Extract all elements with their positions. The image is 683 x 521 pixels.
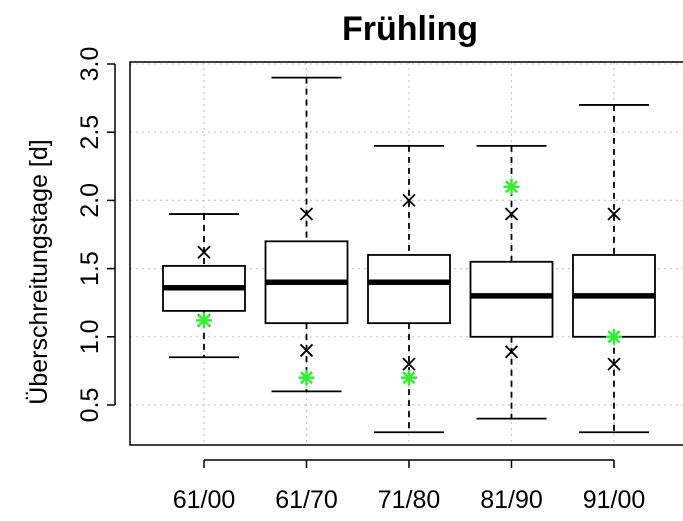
x-marker	[197, 245, 211, 259]
star-marker	[606, 328, 622, 345]
y-tick-label: 0.5	[76, 388, 104, 423]
x-marker	[504, 345, 519, 359]
star-marker	[196, 312, 212, 329]
box-rect	[367, 254, 451, 325]
x-marker	[402, 193, 416, 208]
y-tick-label: 2.0	[76, 183, 104, 218]
x-marker	[402, 357, 416, 371]
star-marker	[401, 369, 417, 386]
x-tick-label: 91/00	[583, 486, 646, 514]
star-marker	[503, 178, 520, 195]
boxes	[162, 76, 656, 434]
box-rect	[469, 260, 554, 338]
x-tick-label: 61/00	[173, 486, 236, 514]
x-tick-label: 71/80	[378, 486, 441, 514]
y-tick-label: 3.0	[76, 47, 104, 82]
box-81-90	[469, 144, 554, 420]
x-axis: 61/00 61/70 71/80 81/90 91/00	[173, 459, 646, 514]
x-marker	[299, 343, 314, 358]
box-61-00	[162, 213, 246, 359]
y-axis: 0.5 1.0 1.5 2.0 2.5 3.0	[76, 47, 116, 423]
star-marker	[298, 369, 315, 386]
x-marker	[607, 357, 621, 371]
grid-lines	[130, 62, 683, 445]
y-tick-label: 2.5	[76, 115, 104, 150]
x-marker	[504, 207, 519, 221]
chart-title: Frühling	[342, 10, 478, 48]
x-marker	[299, 207, 314, 221]
box-71-80	[367, 144, 451, 434]
box-61-70	[264, 76, 349, 393]
y-axis-label: Überschreitungstage [d]	[25, 139, 53, 404]
y-tick-label: 1.0	[76, 319, 104, 354]
y-tick-label: 1.5	[76, 251, 104, 286]
plot-frame	[129, 61, 683, 446]
x-marker	[607, 207, 621, 221]
x-tick-label: 61/70	[275, 486, 338, 514]
box-91-00	[572, 104, 656, 434]
x-tick-label: 81/90	[480, 486, 543, 514]
